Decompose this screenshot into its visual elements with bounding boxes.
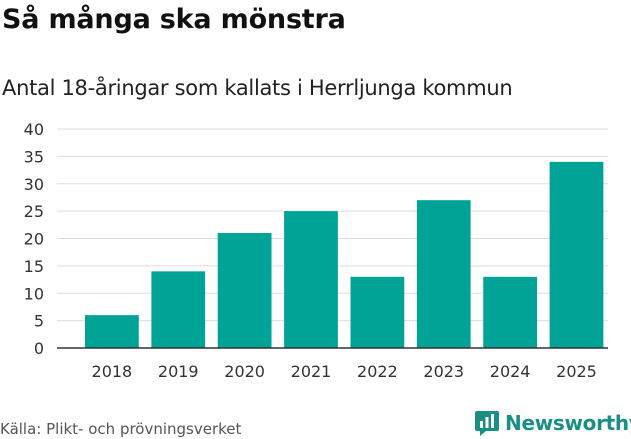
bar [284,211,338,348]
x-tick-label: 2018 [92,362,133,381]
y-tick-label: 15 [24,257,44,276]
y-tick-label: 10 [24,284,44,303]
chart-title: Så många ska mönstra [2,4,346,35]
x-tick-label: 2025 [556,362,597,381]
source-note: Källa: Plikt- och prövningsverket [0,420,242,438]
bar [483,276,538,348]
bar [85,315,139,348]
y-tick-label: 35 [24,147,44,166]
bar [151,271,206,348]
newsworthy-logo: Newsworthy [474,408,631,438]
x-tick-label: 2019 [158,362,199,381]
x-tick-label: 2021 [291,362,332,381]
y-tick-label: 5 [34,312,44,331]
x-tick-label: 2022 [357,362,398,381]
x-tick-label: 2023 [423,362,464,381]
y-tick-label: 20 [24,230,44,249]
y-tick-label: 40 [24,120,44,139]
bar [217,233,272,348]
bar [416,200,471,348]
bar [350,276,405,348]
y-tick-label: 30 [24,175,44,194]
logo-text: Newsworthy [505,411,631,435]
x-tick-label: 2020 [224,362,265,381]
x-tick-label: 2024 [490,362,531,381]
bar [549,161,604,348]
newsworthy-logo-icon [475,411,499,436]
y-tick-label: 0 [34,339,44,358]
y-tick-label: 25 [24,202,44,221]
chart-subtitle: Antal 18-åringar som kallats i Herrljung… [2,76,513,100]
